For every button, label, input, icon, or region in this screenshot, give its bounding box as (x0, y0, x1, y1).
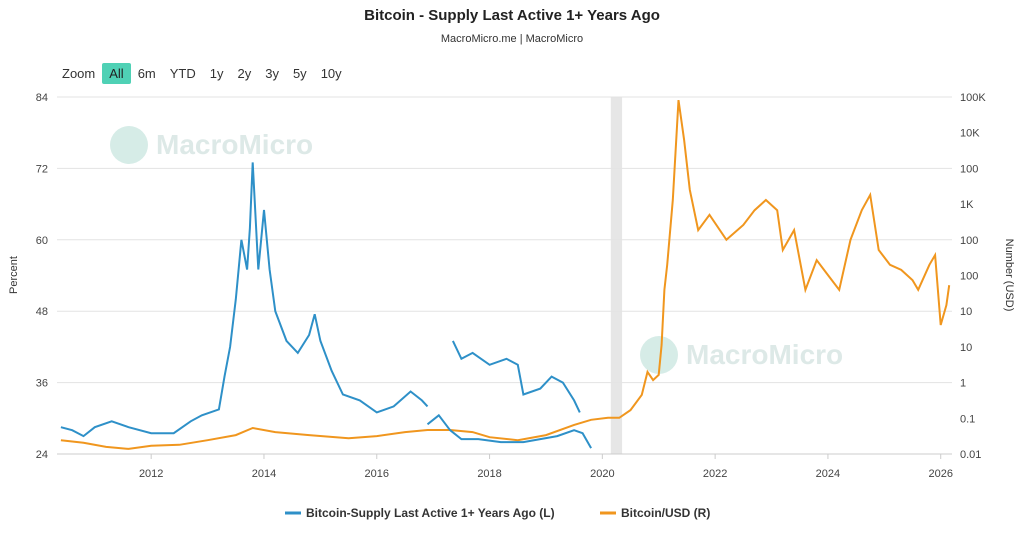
left-tick-label: 84 (36, 92, 48, 104)
left-tick-label: 60 (36, 235, 48, 247)
right-tick-label: 1K (960, 199, 974, 211)
left-tick-label: 24 (36, 449, 48, 461)
right-tick-label: 0.1 (960, 413, 975, 425)
x-tick-label: 2014 (252, 468, 276, 480)
series-line-supply-active (451, 340, 581, 413)
right-tick-label: 100 (960, 163, 978, 175)
zoom-ytd-button[interactable]: YTD (169, 66, 196, 81)
legend-item: Bitcoin/USD (R) (621, 506, 710, 520)
x-tick-label: 2024 (816, 468, 840, 480)
right-tick-label: 10K (960, 128, 980, 140)
x-tick-label: 2012 (139, 468, 163, 480)
right-tick-label: 100K (960, 92, 986, 104)
zoom-5y-button[interactable]: 5y (292, 66, 307, 81)
series-line-bitcoin-usd (60, 99, 951, 450)
right-tick-label: 100 (960, 235, 978, 247)
right-tick-label: 0.01 (960, 449, 981, 461)
left-axis-title: Percent (8, 256, 20, 294)
left-tick-label: 36 (36, 378, 48, 390)
x-tick-label: 2026 (928, 468, 952, 480)
zoom-1y-button[interactable]: 1y (209, 66, 224, 81)
right-tick-label: 10 (960, 342, 972, 354)
zoom-6m-button[interactable]: 6m (137, 66, 156, 81)
x-tick-label: 2018 (477, 468, 501, 480)
zoom-10y-button[interactable]: 10y (320, 66, 342, 81)
x-tick-label: 2016 (365, 468, 389, 480)
zoom-label: Zoom (62, 66, 96, 81)
chart-subtitle: MacroMicro.me | MacroMicro (440, 33, 584, 45)
series-line-supply-active (426, 413, 592, 449)
left-tick-label: 72 (36, 163, 48, 175)
right-tick-label: 1 (960, 378, 966, 390)
right-tick-label: 10 (960, 306, 972, 318)
zoom-all-button[interactable]: All (102, 63, 131, 84)
zoom-range-selector: Zoom All 6m YTD 1y 2y 3y 5y 10y (55, 63, 349, 84)
legend-item: Bitcoin-Supply Last Active 1+ Years Ago … (306, 506, 555, 520)
zoom-2y-button[interactable]: 2y (237, 66, 252, 81)
left-tick-label: 48 (36, 306, 48, 318)
right-tick-label: 100 (960, 271, 978, 283)
watermark-logo: MacroMicro (640, 336, 843, 374)
shaded-band (610, 97, 623, 454)
x-tick-label: 2020 (590, 468, 614, 480)
series-line-supply-active (60, 162, 429, 438)
zoom-3y-button[interactable]: 3y (265, 66, 279, 81)
right-axis-title: Number (USD) (1003, 239, 1015, 312)
watermark-logo: MacroMicro (110, 126, 313, 164)
chart-title: Bitcoin - Supply Last Active 1+ Years Ag… (364, 7, 660, 24)
x-tick-label: 2022 (703, 468, 727, 480)
